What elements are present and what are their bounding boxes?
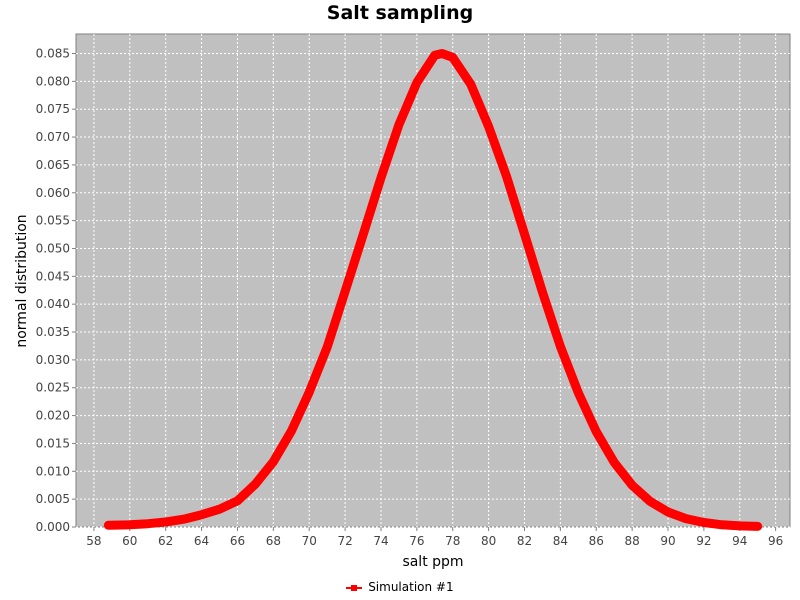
x-axis: 58 60 62 64 66 68 70 72 74 76 78 80 82 84 86 88 90 92 94 96 [86,527,783,548]
data-point [503,173,510,180]
data-point [162,519,169,525]
x-tick-label: 90 [660,534,675,548]
y-tick-label: 0.075 [36,102,70,116]
y-tick-label: 0.000 [36,520,70,534]
legend-label: Simulation #1 [368,580,454,594]
data-point [539,288,546,295]
y-axis-label: normal distribution [14,214,30,347]
data-point [198,511,205,518]
legend: Simulation #1 [0,580,800,594]
data-point [700,519,707,526]
x-tick-label: 88 [624,534,639,548]
data-point [593,428,600,435]
plot-background [75,33,791,528]
y-tick-label: 0.085 [36,46,70,60]
y-tick-label: 0.020 [36,409,70,423]
series-layer [103,49,763,531]
x-tick-label: 92 [696,534,711,548]
y-tick-label: 0.070 [36,130,70,144]
data-point [360,232,366,239]
data-point [682,515,689,522]
x-tick-label: 84 [553,534,568,548]
chart-title: Salt sampling [326,2,474,24]
x-tick-label: 80 [481,534,496,548]
data-point [270,458,277,465]
data-point [306,389,313,396]
data-point [216,506,223,513]
x-tick-label: 94 [732,534,747,548]
x-tick-label: 60 [122,534,137,548]
data-point [252,481,259,488]
x-tick-label: 58 [86,534,101,548]
x-tick-label: 70 [302,534,317,548]
x-tick-label: 72 [337,534,352,548]
data-point [575,389,582,396]
data-point [342,288,349,295]
data-point [736,522,743,529]
x-tick-label: 82 [517,534,532,548]
data-point [105,522,112,529]
data-point [629,482,636,489]
x-tick-label: 76 [409,534,424,548]
data-point [144,520,151,527]
grid-lines [76,34,790,528]
data-point [378,174,384,181]
data-point [126,521,133,528]
x-tick-label: 68 [266,534,281,548]
data-point [718,521,725,528]
legend-swatch [346,583,363,593]
data-point [395,121,402,128]
data-point [449,54,456,61]
y-tick-label: 0.050 [36,241,70,255]
data-point [754,523,761,530]
y-tick-label: 0.010 [36,464,70,478]
data-point [557,343,564,350]
data-point [467,81,474,88]
x-axis-label: salt ppm [402,554,463,570]
x-tick-label: 74 [373,534,388,548]
y-tick-label: 0.025 [36,381,70,395]
y-tick-label: 0.040 [36,297,70,311]
data-point [521,231,528,237]
data-point [234,497,241,504]
x-tick-label: 86 [589,534,604,548]
y-tick-label: 0.015 [36,436,70,450]
y-tick-label: 0.065 [36,158,70,172]
data-point [611,459,618,466]
data-point [647,498,654,505]
y-tick-label: 0.005 [36,492,70,506]
data-point [413,79,420,86]
x-tick-label: 62 [158,534,173,548]
y-tick-label: 0.080 [36,74,70,88]
y-tick-label: 0.030 [36,353,70,367]
data-point [439,50,445,57]
y-tick-label: 0.055 [36,214,70,228]
x-tick-label: 64 [194,534,209,548]
y-tick-label: 0.060 [36,186,70,200]
x-tick-label: 96 [768,534,783,548]
x-tick-label: 66 [230,534,245,548]
data-point [665,509,671,515]
y-tick-label: 0.045 [36,269,70,283]
data-point [288,428,295,435]
data-point [180,516,187,523]
y-axis: 0.000 0.005 0.010 0.015 0.020 0.025 0.030 0.035… [36,46,76,534]
data-point [431,52,438,59]
y-tick-label: 0.035 [36,325,70,339]
data-point [485,123,492,130]
data-point [324,344,331,351]
x-tick-label: 78 [445,534,460,548]
